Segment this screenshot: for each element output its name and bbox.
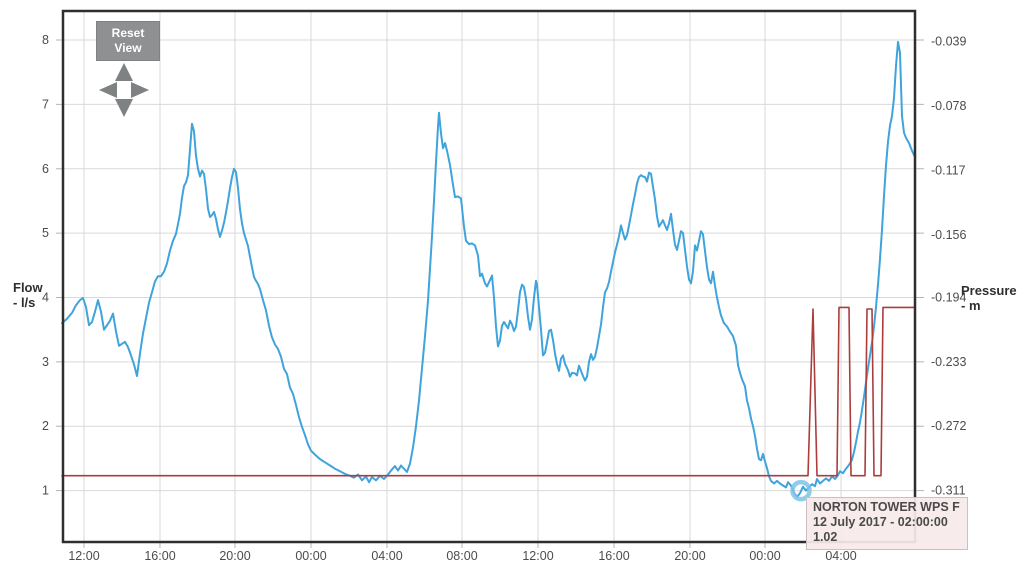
time-tick-label: 12:00 [68, 549, 99, 563]
time-tick-label: 16:00 [598, 549, 629, 563]
flow-tick-label: 3 [42, 355, 49, 369]
pan-down-arrow[interactable] [115, 99, 133, 117]
flow-tick-label: 1 [42, 484, 49, 498]
tooltip-timestamp: 12 July 2017 - 02:00:00 [813, 515, 948, 529]
tick-marks [56, 39, 924, 548]
flow-tick-label: 2 [42, 419, 49, 433]
tooltip-site-name: NORTON TOWER WPS F [813, 500, 960, 514]
pressure-series-line[interactable] [61, 306, 916, 477]
pressure-tick-label: -0.194 [931, 290, 966, 304]
time-tick-label: 00:00 [749, 549, 780, 563]
time-tick-label: 20:00 [219, 549, 250, 563]
time-tick-label: 20:00 [674, 549, 705, 563]
reset-view-button[interactable]: Reset View [96, 21, 160, 61]
plot-border [61, 9, 917, 544]
pan-left-arrow[interactable] [99, 82, 117, 98]
time-tick-label: 12:00 [522, 549, 553, 563]
pan-center-dot[interactable] [117, 83, 131, 97]
pan-compass-icon[interactable] [98, 62, 150, 118]
pressure-tick-label: -0.311 [931, 484, 966, 498]
reset-view-label-line1: Reset [111, 26, 145, 40]
time-tick-label: 04:00 [371, 549, 402, 563]
pressure-axis-title-line2: - m [961, 298, 981, 313]
pan-right-arrow[interactable] [131, 82, 149, 98]
pressure-axis-title-line1: Pressure [961, 283, 1017, 298]
flow-axis-title-line1: Flow [13, 280, 43, 295]
datapoint-tooltip: NORTON TOWER WPS F 12 July 2017 - 02:00:… [806, 497, 968, 550]
pan-up-arrow[interactable] [115, 63, 133, 81]
time-tick-label: 00:00 [295, 549, 326, 563]
flow-axis-title: Flow - l/s [13, 280, 43, 310]
flow-tick-label: 5 [42, 226, 49, 240]
time-tick-label: 16:00 [144, 549, 175, 563]
pressure-axis-title: Pressure - m [961, 283, 1017, 313]
pressure-tick-label: -0.272 [931, 419, 966, 433]
gridlines [63, 11, 915, 542]
pressure-tick-label: -0.156 [931, 228, 966, 242]
pressure-tick-label: -0.039 [931, 35, 966, 49]
pressure-tick-label: -0.078 [931, 99, 966, 113]
axis-labels: 1 2 3 4 5 6 7 8 -0.311 -0.272 -0.233 -0.194 -0.156 -0… [42, 33, 966, 563]
time-tick-label: 04:00 [825, 549, 856, 563]
flow-tick-label: 4 [42, 290, 49, 304]
flow-tick-label: 7 [42, 97, 49, 111]
flow-series-line[interactable] [61, 40, 916, 498]
flow-axis-title-line2: - l/s [13, 295, 36, 310]
flow-tick-label: 6 [42, 162, 49, 176]
selected-point-marker[interactable] [790, 479, 812, 502]
pressure-tick-label: -0.233 [931, 355, 966, 369]
reset-view-label-line2: View [114, 41, 142, 55]
flow-tick-label: 8 [42, 33, 49, 47]
time-tick-label: 08:00 [446, 549, 477, 563]
pressure-tick-label: -0.117 [931, 163, 966, 177]
tooltip-value: 1.02 [813, 530, 838, 544]
